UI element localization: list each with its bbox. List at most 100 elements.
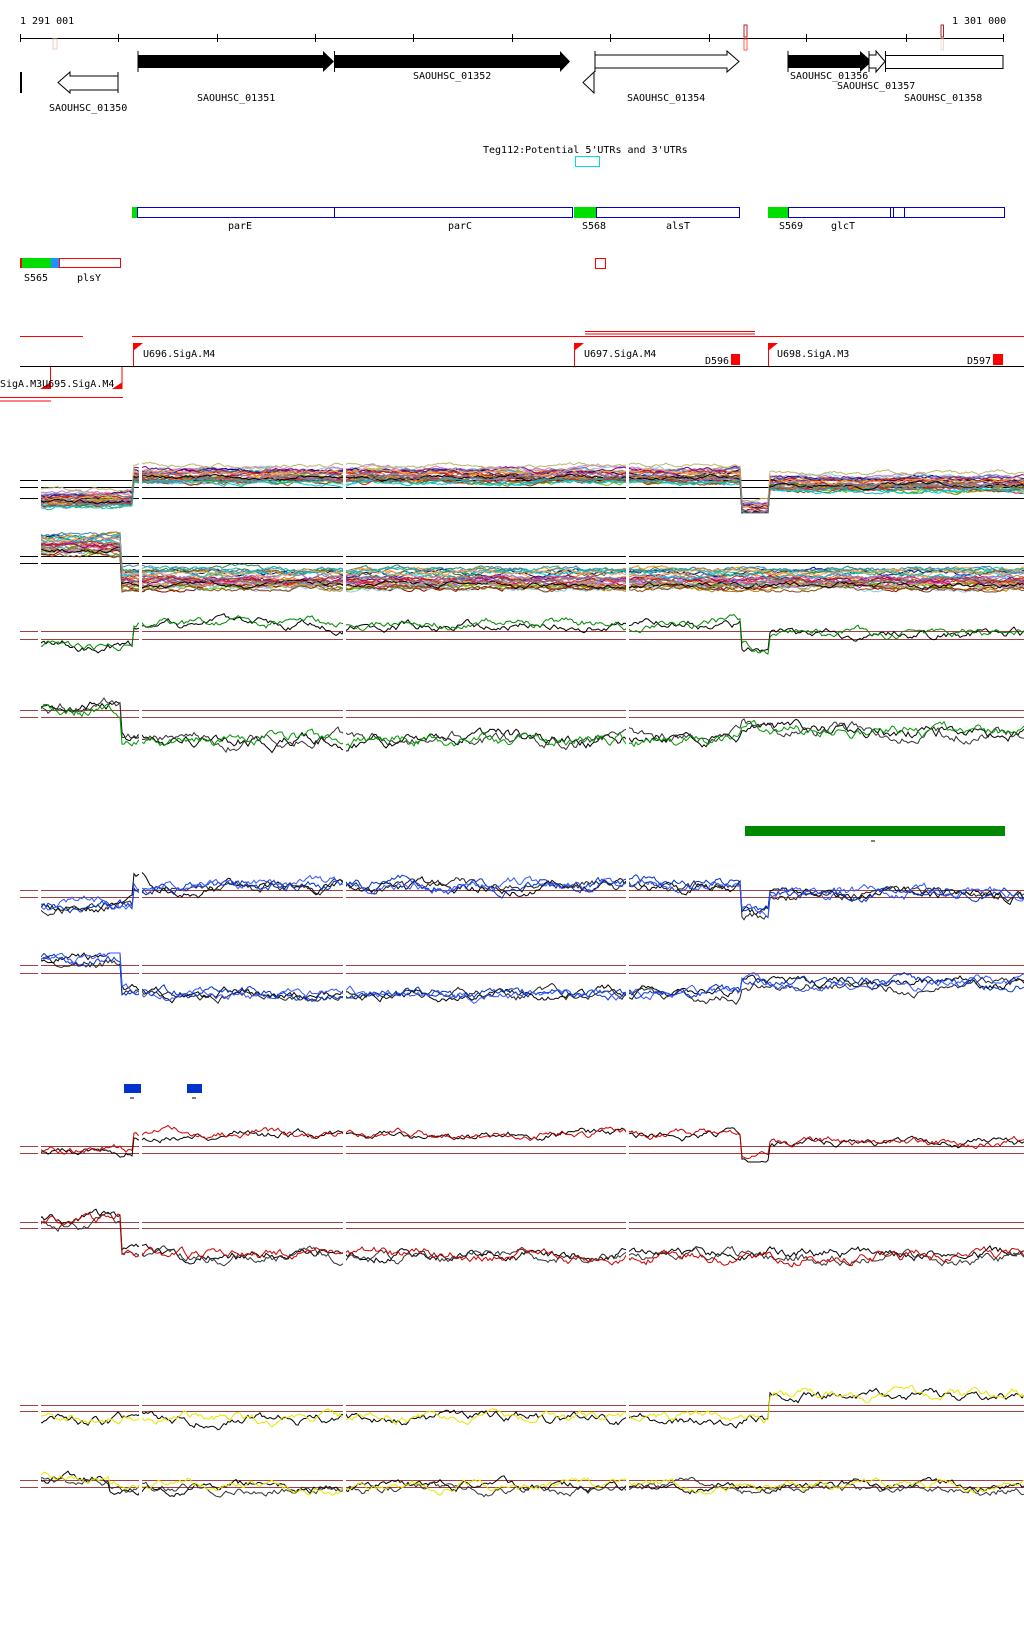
track-yellow-minus [0, 1458, 1024, 1521]
feature-S569[interactable] [768, 207, 788, 218]
marker [743, 38, 748, 51]
coverage-series [39, 536, 1024, 584]
label-glcT: glcT [831, 221, 855, 232]
gene-SAOUHSC_01351[interactable]: SAOUHSC_01351 [137, 51, 334, 104]
coverage-series [39, 1384, 1024, 1428]
svg-text:SAOUHSC_01352: SAOUHSC_01352 [413, 71, 491, 82]
segment-gap [626, 856, 629, 929]
gene-SAOUHSC_01357[interactable]: SAOUHSC_01357 [837, 49, 915, 92]
segment-gap [343, 1458, 346, 1521]
coverage-series [39, 463, 1024, 505]
left-margin [0, 856, 20, 929]
feature-parE[interactable] [137, 207, 335, 218]
coverage-series [39, 697, 1024, 753]
promoter-U696[interactable]: U696.SigA.M4 [133, 343, 215, 366]
srna-feature[interactable] [132, 207, 137, 218]
coverage-series [39, 477, 1024, 514]
coverage-series [39, 461, 1024, 503]
left-margin [0, 521, 20, 600]
segment-gap [38, 452, 41, 521]
segment-gap [38, 1112, 41, 1170]
feature-box[interactable] [595, 258, 606, 269]
coverage-series [39, 540, 1024, 585]
gene-fragment[interactable] [582, 70, 595, 95]
feature-S565[interactable] [22, 258, 51, 268]
track-red-minus [0, 1201, 1024, 1275]
segment-gap [343, 1112, 346, 1170]
segment-gap [139, 683, 142, 762]
segment-gap [343, 452, 346, 521]
coverage-series [39, 540, 1024, 588]
coverage-series [39, 952, 1024, 1004]
marker [940, 38, 944, 51]
gene-track: SAOUHSC_01350 SAOUHSC_01351 SAOUHSC_0135… [20, 49, 1004, 114]
segment-gap [139, 1112, 142, 1170]
segment-gap [626, 1112, 629, 1170]
segment-gap [139, 1201, 142, 1275]
label-plsY: plsY [77, 273, 101, 284]
gene-SAOUHSC_01354[interactable]: SAOUHSC_01354 [594, 49, 740, 104]
ruler-start-label: 1 291 001 [20, 16, 74, 27]
svg-text:SAOUHSC_01350: SAOUHSC_01350 [49, 103, 127, 114]
segment-gap [139, 521, 142, 600]
coverage-series [39, 474, 1024, 514]
promoter-U698[interactable]: U698.SigA.M3 [768, 343, 849, 366]
coverage-plots [0, 452, 1024, 1521]
feature-S568[interactable] [574, 207, 596, 218]
coverage-series [39, 546, 1024, 590]
gene-SAOUHSC_01356[interactable]: SAOUHSC_01356 [787, 51, 872, 82]
svg-text:SAOUHSC_01357: SAOUHSC_01357 [837, 81, 915, 92]
segment-gap [38, 1201, 41, 1275]
svg-text:SAOUHSC_01354: SAOUHSC_01354 [627, 93, 705, 104]
segment-gap [38, 1458, 41, 1521]
segment-gap [343, 1201, 346, 1275]
gene-SAOUHSC_01352[interactable]: SAOUHSC_01352 [334, 51, 571, 82]
track-green-plus [0, 599, 1024, 662]
green-region-bar[interactable] [745, 826, 1005, 836]
coverage-series [39, 478, 1024, 514]
terminator-D597[interactable]: D597 [967, 354, 1003, 367]
utr-feature[interactable] [575, 156, 600, 167]
coverage-series [39, 467, 1024, 509]
segment-gap [38, 856, 41, 929]
feature-glcT[interactable] [788, 207, 1005, 218]
marker [52, 38, 58, 50]
segment-gap [139, 856, 142, 929]
promoter-track: U696.SigA.M4 U697.SigA.M4 D596 U698.SigA… [0, 331, 1024, 402]
svg-text:SAOUHSC_01351: SAOUHSC_01351 [197, 93, 275, 104]
coverage-series [39, 703, 1024, 748]
segment-gap [139, 452, 142, 521]
marker [743, 24, 748, 38]
segment-gap [38, 945, 41, 1013]
coverage-series [39, 471, 1024, 514]
segment-gap [343, 856, 346, 929]
feature-plsY[interactable] [59, 258, 121, 268]
label-parC: parC [448, 221, 472, 232]
segment-gap [38, 1374, 41, 1443]
segment-gap [38, 683, 41, 762]
blue-region-bar[interactable] [187, 1084, 202, 1093]
coverage-series [39, 874, 1024, 919]
blue-region-bar[interactable] [124, 1084, 141, 1093]
coverage-series [40, 546, 1024, 590]
label-S569: S569 [779, 221, 803, 232]
segment-gap [343, 599, 346, 662]
svg-text:SigA.M3U695.SigA.M4: SigA.M3U695.SigA.M4 [0, 379, 114, 390]
gene-SAOUHSC_01350[interactable]: SAOUHSC_01350 [49, 70, 127, 114]
terminator-D596[interactable]: D596 [705, 354, 740, 367]
feature-alsT[interactable] [596, 207, 740, 218]
segment-gap [626, 1458, 629, 1521]
coverage-series [39, 535, 1024, 579]
svg-text:U696.SigA.M4: U696.SigA.M4 [143, 349, 215, 360]
left-margin [0, 452, 20, 521]
promoter-U695[interactable]: SigA.M3U695.SigA.M4 [0, 367, 123, 390]
gene-fragment[interactable] [20, 72, 22, 93]
gene-SAOUHSC_01358[interactable]: SAOUHSC_01358 [885, 51, 1004, 104]
minus-feature-track [20, 258, 606, 269]
feature-parC[interactable] [334, 207, 573, 218]
track-yellow-plus [0, 1374, 1024, 1443]
coverage-series [39, 614, 1024, 655]
promoter-U697[interactable]: U697.SigA.M4 [574, 343, 656, 366]
track-blue-plus [0, 856, 1024, 929]
label-parE: parE [228, 221, 252, 232]
